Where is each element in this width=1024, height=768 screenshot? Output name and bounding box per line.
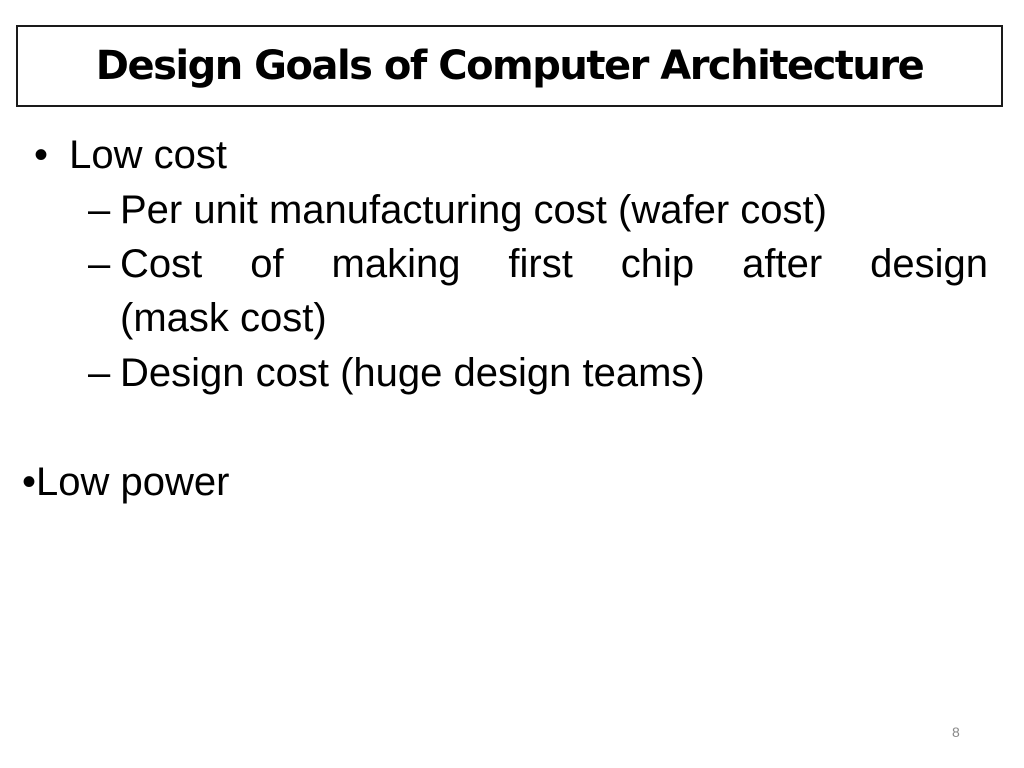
sub-item-text: Per unit manufacturing cost (wafer cost) <box>120 188 827 232</box>
bullet-text: Low power <box>36 460 230 504</box>
bullet-low-power: •Low power <box>22 458 229 506</box>
sub-item-text: Cost of making first chip after design <box>120 242 988 286</box>
title-box: Design Goals of Computer Architecture <box>16 25 1003 107</box>
sub-item-text: Design cost (huge design teams) <box>120 351 705 395</box>
bullet-marker: • <box>34 133 49 177</box>
sub-item-continuation: (mask cost) <box>120 296 327 340</box>
dash-marker: – <box>88 242 111 286</box>
dash-marker: – <box>88 188 111 232</box>
dash-marker: – <box>88 351 111 395</box>
bullet-low-cost: • Low cost <box>34 131 227 179</box>
page-number: 8 <box>952 724 960 740</box>
slide-title: Design Goals of Computer Architecture <box>95 43 925 89</box>
bullet-marker: • <box>22 460 37 504</box>
bullet-text: Low cost <box>69 133 227 177</box>
sub-item-mask-cost: – Cost of making first chip after design <box>88 240 988 288</box>
sub-item-design-cost: – Design cost (huge design teams) <box>88 349 705 397</box>
sub-item-wafer-cost: – Per unit manufacturing cost (wafer cos… <box>88 186 827 234</box>
